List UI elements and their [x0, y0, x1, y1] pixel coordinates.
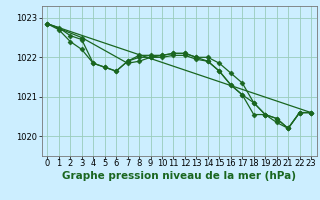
X-axis label: Graphe pression niveau de la mer (hPa): Graphe pression niveau de la mer (hPa) [62, 171, 296, 181]
